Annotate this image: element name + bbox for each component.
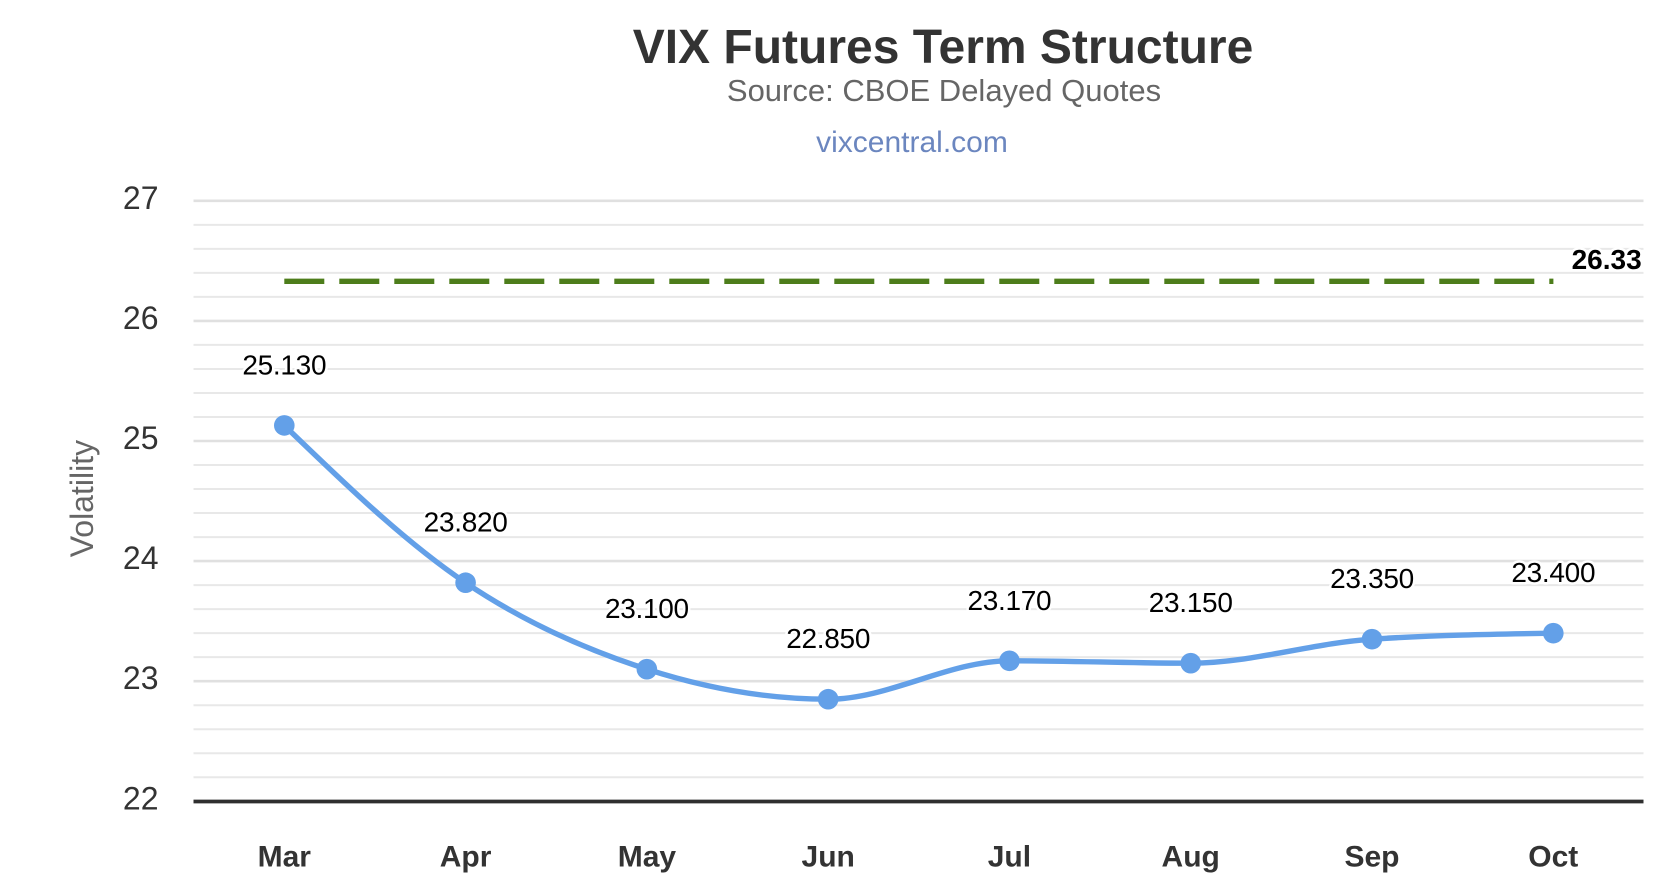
svg-text:27: 27: [123, 180, 159, 216]
svg-text:23: 23: [123, 660, 159, 696]
svg-text:Apr: Apr: [440, 841, 492, 874]
svg-text:23.100: 23.100: [605, 593, 689, 624]
svg-text:Volatility: Volatility: [64, 440, 100, 557]
svg-text:22: 22: [123, 780, 159, 816]
svg-text:23.150: 23.150: [1149, 587, 1233, 618]
svg-text:23.400: 23.400: [1511, 557, 1595, 588]
svg-text:24: 24: [123, 540, 159, 576]
svg-text:vixcentral.com: vixcentral.com: [816, 126, 1008, 159]
svg-text:Oct: Oct: [1528, 841, 1578, 874]
svg-text:Jun: Jun: [802, 841, 855, 874]
svg-text:VIX Futures Term Structure: VIX Futures Term Structure: [633, 21, 1254, 74]
svg-text:23.350: 23.350: [1330, 563, 1414, 594]
svg-text:23.170: 23.170: [967, 585, 1051, 616]
svg-text:Sep: Sep: [1344, 841, 1399, 874]
svg-text:Source: CBOE Delayed Quotes: Source: CBOE Delayed Quotes: [727, 73, 1161, 108]
svg-text:May: May: [618, 841, 677, 874]
svg-text:26.33: 26.33: [1572, 244, 1642, 275]
svg-text:Aug: Aug: [1162, 841, 1220, 874]
svg-text:25.130: 25.130: [242, 349, 326, 380]
svg-text:22.850: 22.850: [786, 623, 870, 654]
svg-text:26: 26: [123, 300, 159, 336]
svg-text:Mar: Mar: [258, 841, 312, 874]
svg-text:Jul: Jul: [988, 841, 1031, 874]
svg-text:23.820: 23.820: [424, 507, 508, 538]
svg-text:25: 25: [123, 420, 159, 456]
